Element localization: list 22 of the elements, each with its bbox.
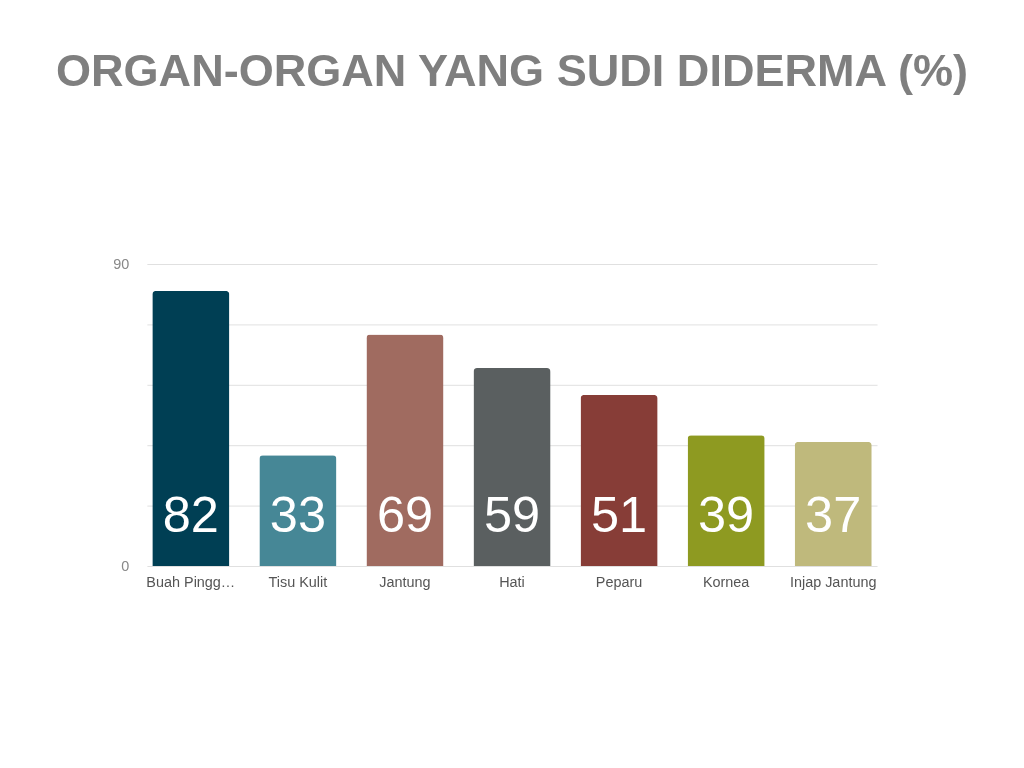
x-tick-label: Buah Pingg… (146, 574, 236, 591)
data-label: 33 (269, 485, 326, 543)
x-tick-label: Jantung (379, 574, 431, 591)
bar (473, 368, 551, 567)
bar (152, 290, 230, 567)
y-tick-label: 90 (113, 256, 130, 273)
x-tick-label: Peparu (595, 574, 643, 591)
data-label: 59 (483, 485, 541, 543)
x-tick-label: Tisu Kulit (268, 574, 328, 591)
y-tick-label: 0 (121, 557, 130, 574)
x-tick-label: Kornea (702, 574, 751, 591)
x-tick-label: Hati (499, 574, 525, 591)
data-label: 69 (376, 485, 434, 543)
bar (794, 441, 872, 567)
x-tick-label: Injap Jantung (789, 574, 877, 591)
chart-title: ORGAN-ORGAN YANG SUDI DIDERMA (%) (55, 44, 969, 96)
data-label: 37 (805, 485, 862, 543)
data-label: 82 (162, 485, 219, 543)
data-label: 51 (590, 485, 648, 543)
bar (366, 334, 444, 567)
bar (580, 394, 658, 567)
data-label: 39 (698, 485, 755, 543)
